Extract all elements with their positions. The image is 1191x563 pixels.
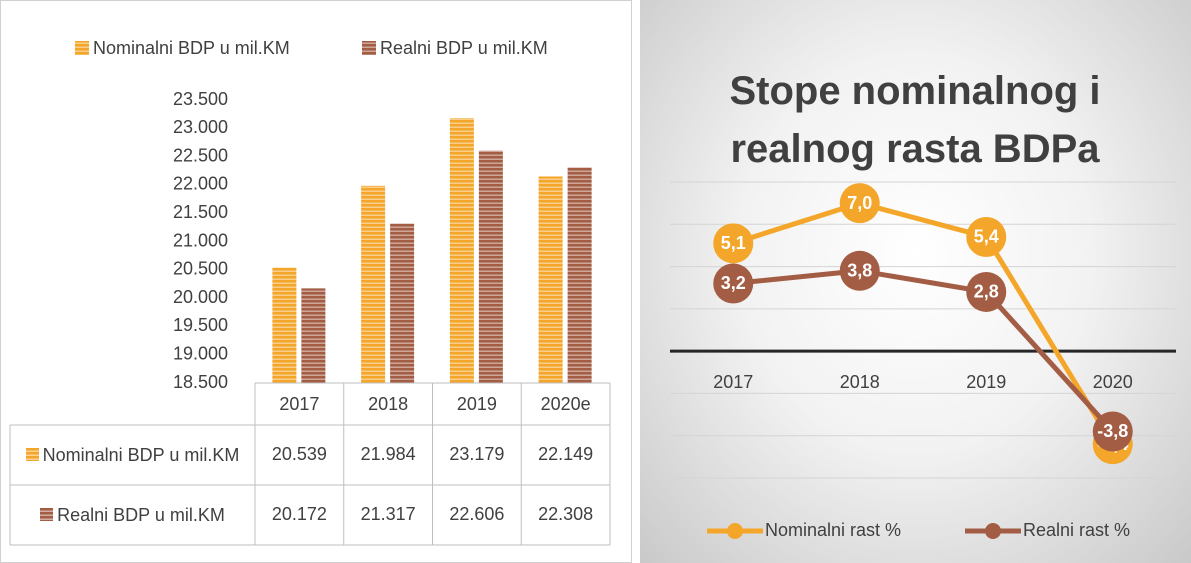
bar xyxy=(538,176,563,383)
y-tick-label: 20.500 xyxy=(173,259,228,279)
x-tick-label: 2017 xyxy=(713,372,753,392)
left-panel xyxy=(0,0,632,563)
y-tick-label: 20.000 xyxy=(173,287,228,307)
legend-swatch xyxy=(25,448,39,461)
y-tick-label: 21.000 xyxy=(173,230,228,250)
x-tick-label: 2020 xyxy=(1093,372,1133,392)
bar xyxy=(390,223,415,383)
x-tick-label: 2018 xyxy=(840,372,880,392)
point xyxy=(1092,411,1133,452)
row-header-text: Realni BDP u mil.KM xyxy=(40,504,225,526)
row-header-label: Nominalni BDP u mil.KM xyxy=(42,445,240,465)
data-label: 2,8 xyxy=(974,282,999,302)
data-label: -3,8 xyxy=(1097,421,1128,441)
x-tick-label: 2020e xyxy=(541,394,591,414)
table-row-header: Nominalni BDP u mil.KM xyxy=(14,425,251,485)
data-label: 5,1 xyxy=(721,233,746,253)
data-label: 5,4 xyxy=(974,227,999,247)
legend-label: Nominalni BDP u mil.KM xyxy=(93,38,290,58)
x-tick-label: 2019 xyxy=(966,372,1006,392)
point xyxy=(713,263,754,304)
row-header-text: Nominalni BDP u mil.KM xyxy=(25,444,240,466)
y-tick-label: 18.500 xyxy=(173,372,228,392)
legend-label: Realni rast % xyxy=(1023,520,1130,540)
table-value: 21.317 xyxy=(361,504,416,524)
table-value: 22.606 xyxy=(449,504,504,524)
point xyxy=(966,271,1007,312)
series-line xyxy=(732,200,1115,446)
point xyxy=(839,183,880,224)
chart-title: Stope nominalnog i realnog rasta BDPa xyxy=(729,69,1101,171)
legend-swatch xyxy=(40,508,54,521)
data-label: 7,0 xyxy=(847,193,872,213)
x-tick-label: 2019 xyxy=(457,394,497,414)
y-tick-label: 19.000 xyxy=(173,343,228,363)
y-tick-label: 21.500 xyxy=(173,202,228,222)
legend-swatch xyxy=(362,41,376,55)
table-value: 20.172 xyxy=(272,504,327,524)
legend-marker xyxy=(985,523,1001,539)
table-value: 23.179 xyxy=(449,444,504,464)
y-tick-label: 23.000 xyxy=(173,117,228,137)
bar xyxy=(301,288,326,383)
row-header-label: Realni BDP u mil.KM xyxy=(57,505,225,525)
point xyxy=(839,250,880,291)
table-row-header: Realni BDP u mil.KM xyxy=(14,485,251,545)
y-tick-label: 22.000 xyxy=(173,174,228,194)
point xyxy=(966,216,1007,257)
bar xyxy=(449,118,474,383)
y-tick-label: 23.500 xyxy=(173,89,228,109)
x-tick-label: 2017 xyxy=(279,394,319,414)
bar xyxy=(567,167,592,383)
table-value: 20.539 xyxy=(272,444,327,464)
table-value: 21.984 xyxy=(361,444,416,464)
x-tick-label: 2018 xyxy=(368,394,408,414)
legend-swatch xyxy=(75,41,89,55)
data-label: 3,2 xyxy=(721,273,746,293)
legend-label: Nominalni rast % xyxy=(765,520,901,540)
legend-marker xyxy=(727,523,743,539)
series-line xyxy=(733,268,1115,434)
table-value: 22.308 xyxy=(538,504,593,524)
table-value: 22.149 xyxy=(538,444,593,464)
y-tick-label: 19.500 xyxy=(173,315,228,335)
point xyxy=(713,223,754,264)
y-tick-label: 22.500 xyxy=(173,145,228,165)
legend-label: Realni BDP u mil.KM xyxy=(380,38,548,58)
bar xyxy=(478,150,503,383)
bar xyxy=(361,185,386,383)
bar xyxy=(272,267,297,383)
data-label: 3,8 xyxy=(847,261,872,281)
